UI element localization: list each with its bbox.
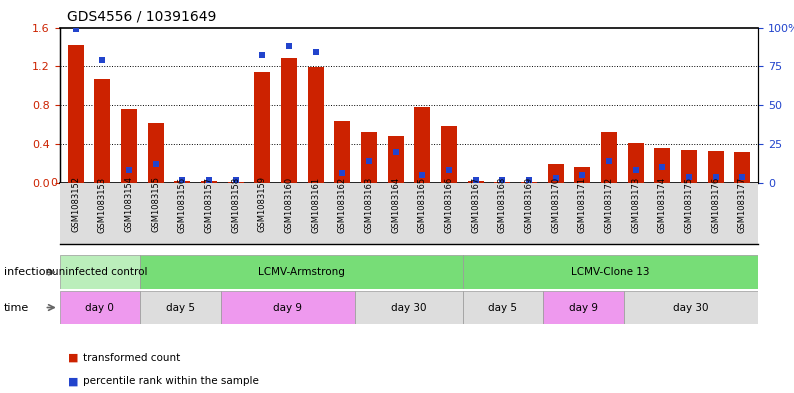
Text: GDS4556 / 10391649: GDS4556 / 10391649 (67, 10, 217, 24)
Bar (67, 45, 83, 183)
Bar (441, 127, 457, 183)
Bar (601, 132, 617, 183)
Point (629, 167, 642, 173)
Text: ■: ■ (67, 376, 78, 386)
Text: uninfected control: uninfected control (52, 267, 148, 277)
Bar (141, 255, 463, 289)
Bar (94, 79, 110, 183)
Bar (521, 182, 537, 183)
Text: day 5: day 5 (488, 303, 518, 312)
Point (683, 173, 696, 180)
Point (442, 167, 455, 173)
Point (176, 176, 189, 183)
Text: LCMV-Armstrong: LCMV-Armstrong (258, 267, 345, 277)
Bar (548, 164, 564, 183)
Text: 0: 0 (50, 178, 57, 188)
Bar (307, 67, 324, 183)
Text: day 30: day 30 (673, 303, 709, 312)
Point (736, 173, 749, 180)
Bar (281, 58, 297, 183)
Text: LCMV-Clone 13: LCMV-Clone 13 (571, 267, 649, 277)
Point (576, 172, 588, 178)
Bar (201, 181, 217, 183)
Point (416, 172, 429, 178)
Point (149, 161, 162, 167)
Bar (221, 291, 355, 324)
Bar (543, 291, 624, 324)
Bar (355, 291, 463, 324)
Bar (60, 291, 141, 324)
Text: day 30: day 30 (391, 303, 426, 312)
Point (656, 164, 669, 170)
Point (469, 176, 482, 183)
Text: day 0: day 0 (86, 303, 114, 312)
Bar (174, 181, 191, 183)
Point (336, 170, 349, 176)
Bar (121, 109, 137, 183)
Text: transformed count: transformed count (83, 353, 180, 363)
Bar (574, 167, 590, 183)
Text: percentile rank within the sample: percentile rank within the sample (83, 376, 260, 386)
Point (549, 175, 562, 181)
Text: time: time (4, 303, 29, 312)
Bar (361, 132, 377, 183)
Point (363, 158, 376, 164)
Point (96, 57, 109, 63)
Bar (463, 255, 758, 289)
Bar (463, 291, 543, 324)
Point (256, 52, 268, 59)
Text: day 5: day 5 (166, 303, 195, 312)
Point (122, 167, 135, 173)
Point (603, 158, 615, 164)
Bar (414, 107, 430, 183)
Point (522, 176, 535, 183)
Bar (654, 148, 670, 183)
Point (283, 43, 295, 49)
Bar (734, 152, 750, 183)
Bar (141, 291, 221, 324)
Bar (254, 72, 270, 183)
Point (69, 26, 82, 32)
Bar (387, 136, 403, 183)
Bar (627, 143, 644, 183)
Point (309, 49, 322, 55)
Bar (148, 123, 164, 183)
Text: infection: infection (4, 267, 52, 277)
Bar (681, 150, 697, 183)
Bar (334, 121, 350, 183)
Bar (624, 291, 758, 324)
Bar (707, 151, 723, 183)
Point (229, 176, 242, 183)
Text: day 9: day 9 (273, 303, 303, 312)
Text: ■: ■ (67, 353, 78, 363)
Bar (468, 181, 484, 183)
Point (202, 176, 215, 183)
Bar (60, 255, 141, 289)
Point (709, 173, 722, 180)
Point (496, 176, 509, 183)
Bar (228, 182, 244, 183)
Point (389, 149, 402, 155)
Bar (494, 182, 511, 183)
Text: day 9: day 9 (569, 303, 598, 312)
